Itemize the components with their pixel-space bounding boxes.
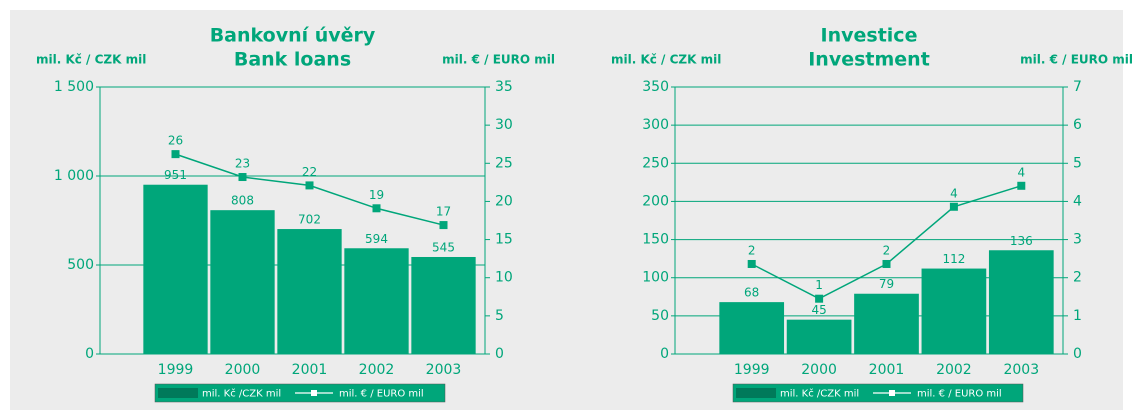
y-tick-label: 200 bbox=[642, 193, 669, 209]
y-axis-label: mil. Kč / CZK mil bbox=[36, 53, 146, 67]
line-marker bbox=[238, 173, 247, 182]
line-marker bbox=[815, 294, 824, 303]
bar bbox=[411, 256, 476, 354]
line-marker bbox=[747, 259, 756, 268]
y2-tick-label: 15 bbox=[495, 232, 513, 248]
line-label: 4 bbox=[1017, 165, 1025, 179]
y2-tick-label: 10 bbox=[495, 270, 513, 286]
bar-label: 702 bbox=[298, 213, 321, 227]
y2-tick-label: 20 bbox=[495, 193, 513, 209]
y-tick-label: 100 bbox=[642, 270, 669, 286]
chart-title: Bankovní úvěry bbox=[210, 25, 376, 47]
bar-label: 808 bbox=[231, 194, 254, 208]
line-label: 22 bbox=[302, 165, 317, 179]
x-tick-label: 1999 bbox=[734, 362, 770, 378]
chart-title: Investice bbox=[821, 25, 918, 47]
line-label: 2 bbox=[883, 243, 891, 257]
legend-label: mil. Kč /CZK mil bbox=[202, 388, 281, 400]
line-label: 26 bbox=[168, 134, 183, 148]
y-tick-label: 1 000 bbox=[54, 168, 94, 184]
bar bbox=[210, 210, 275, 354]
line-marker bbox=[305, 181, 314, 190]
line-label: 1 bbox=[815, 278, 823, 292]
bar bbox=[344, 248, 409, 354]
x-tick-label: 2000 bbox=[801, 362, 837, 378]
x-tick-label: 2001 bbox=[292, 362, 328, 378]
y-tick-label: 300 bbox=[642, 117, 669, 133]
line-label: 19 bbox=[369, 188, 384, 202]
chart-subtitle: Bank loans bbox=[234, 49, 351, 71]
line-marker bbox=[171, 150, 180, 159]
y2-tick-label: 1 bbox=[1073, 308, 1082, 324]
legend-label: mil. Kč /CZK mil bbox=[780, 388, 859, 400]
y-tick-label: 150 bbox=[642, 232, 669, 248]
y2-tick-label: 35 bbox=[495, 79, 513, 95]
y2-tick-label: 25 bbox=[495, 155, 513, 171]
x-tick-label: 2002 bbox=[936, 362, 972, 378]
y2-tick-label: 2 bbox=[1073, 270, 1082, 286]
bar bbox=[988, 250, 1054, 354]
line-label: 4 bbox=[950, 186, 958, 200]
x-tick-label: 2003 bbox=[1003, 362, 1039, 378]
x-tick-label: 2001 bbox=[869, 362, 905, 378]
line-marker bbox=[1017, 181, 1026, 190]
bar bbox=[277, 229, 342, 354]
legend-swatch bbox=[736, 388, 776, 398]
legend-label: mil. € / EURO mil bbox=[339, 389, 424, 400]
bar bbox=[921, 268, 987, 354]
legend-label: mil. € / EURO mil bbox=[917, 389, 1002, 400]
chart-subtitle: Investment bbox=[808, 49, 930, 71]
line-label: 23 bbox=[235, 157, 250, 171]
y-tick-label: 1 500 bbox=[54, 79, 94, 95]
y2-tick-label: 0 bbox=[1073, 346, 1082, 362]
y-tick-label: 0 bbox=[660, 346, 669, 362]
line-marker bbox=[882, 259, 891, 268]
x-tick-label: 1999 bbox=[158, 362, 194, 378]
x-tick-label: 2000 bbox=[225, 362, 261, 378]
line-marker bbox=[439, 221, 448, 230]
y2-tick-label: 7 bbox=[1073, 79, 1082, 95]
x-tick-label: 2003 bbox=[426, 362, 462, 378]
legend-marker bbox=[889, 390, 895, 396]
y2-tick-label: 4 bbox=[1073, 193, 1082, 209]
y-axis-label: mil. Kč / CZK mil bbox=[611, 53, 721, 67]
y-tick-label: 350 bbox=[642, 79, 669, 95]
x-tick-label: 2002 bbox=[359, 362, 395, 378]
bar-label: 951 bbox=[164, 168, 187, 182]
y2-tick-label: 6 bbox=[1073, 117, 1082, 133]
bar bbox=[854, 293, 919, 354]
y2-axis-label: mil. € / EURO mil bbox=[442, 53, 555, 67]
line-marker bbox=[372, 204, 381, 213]
bar bbox=[786, 319, 852, 354]
bar bbox=[719, 302, 785, 354]
y2-tick-label: 5 bbox=[495, 308, 504, 324]
line-label: 2 bbox=[748, 243, 756, 257]
bar-label: 79 bbox=[879, 277, 894, 291]
y2-tick-label: 3 bbox=[1073, 232, 1082, 248]
y-tick-label: 250 bbox=[642, 155, 669, 171]
y2-tick-label: 0 bbox=[495, 346, 504, 362]
bar-label: 112 bbox=[942, 252, 965, 266]
bar-label: 545 bbox=[432, 240, 455, 254]
y-tick-label: 50 bbox=[651, 308, 669, 324]
y2-axis-label: mil. € / EURO mil bbox=[1020, 53, 1133, 67]
y2-tick-label: 5 bbox=[1073, 155, 1082, 171]
bar-label: 136 bbox=[1010, 234, 1033, 248]
y2-tick-label: 30 bbox=[495, 117, 513, 133]
y-tick-label: 0 bbox=[85, 346, 94, 362]
y-tick-label: 500 bbox=[67, 257, 94, 273]
bar bbox=[143, 184, 208, 354]
line-label: 17 bbox=[436, 205, 451, 219]
bar-label: 68 bbox=[744, 286, 759, 300]
bar-label: 594 bbox=[365, 232, 388, 246]
legend-swatch bbox=[158, 388, 198, 398]
legend-marker bbox=[311, 390, 317, 396]
line-marker bbox=[949, 202, 958, 211]
bar-label: 45 bbox=[811, 303, 826, 317]
